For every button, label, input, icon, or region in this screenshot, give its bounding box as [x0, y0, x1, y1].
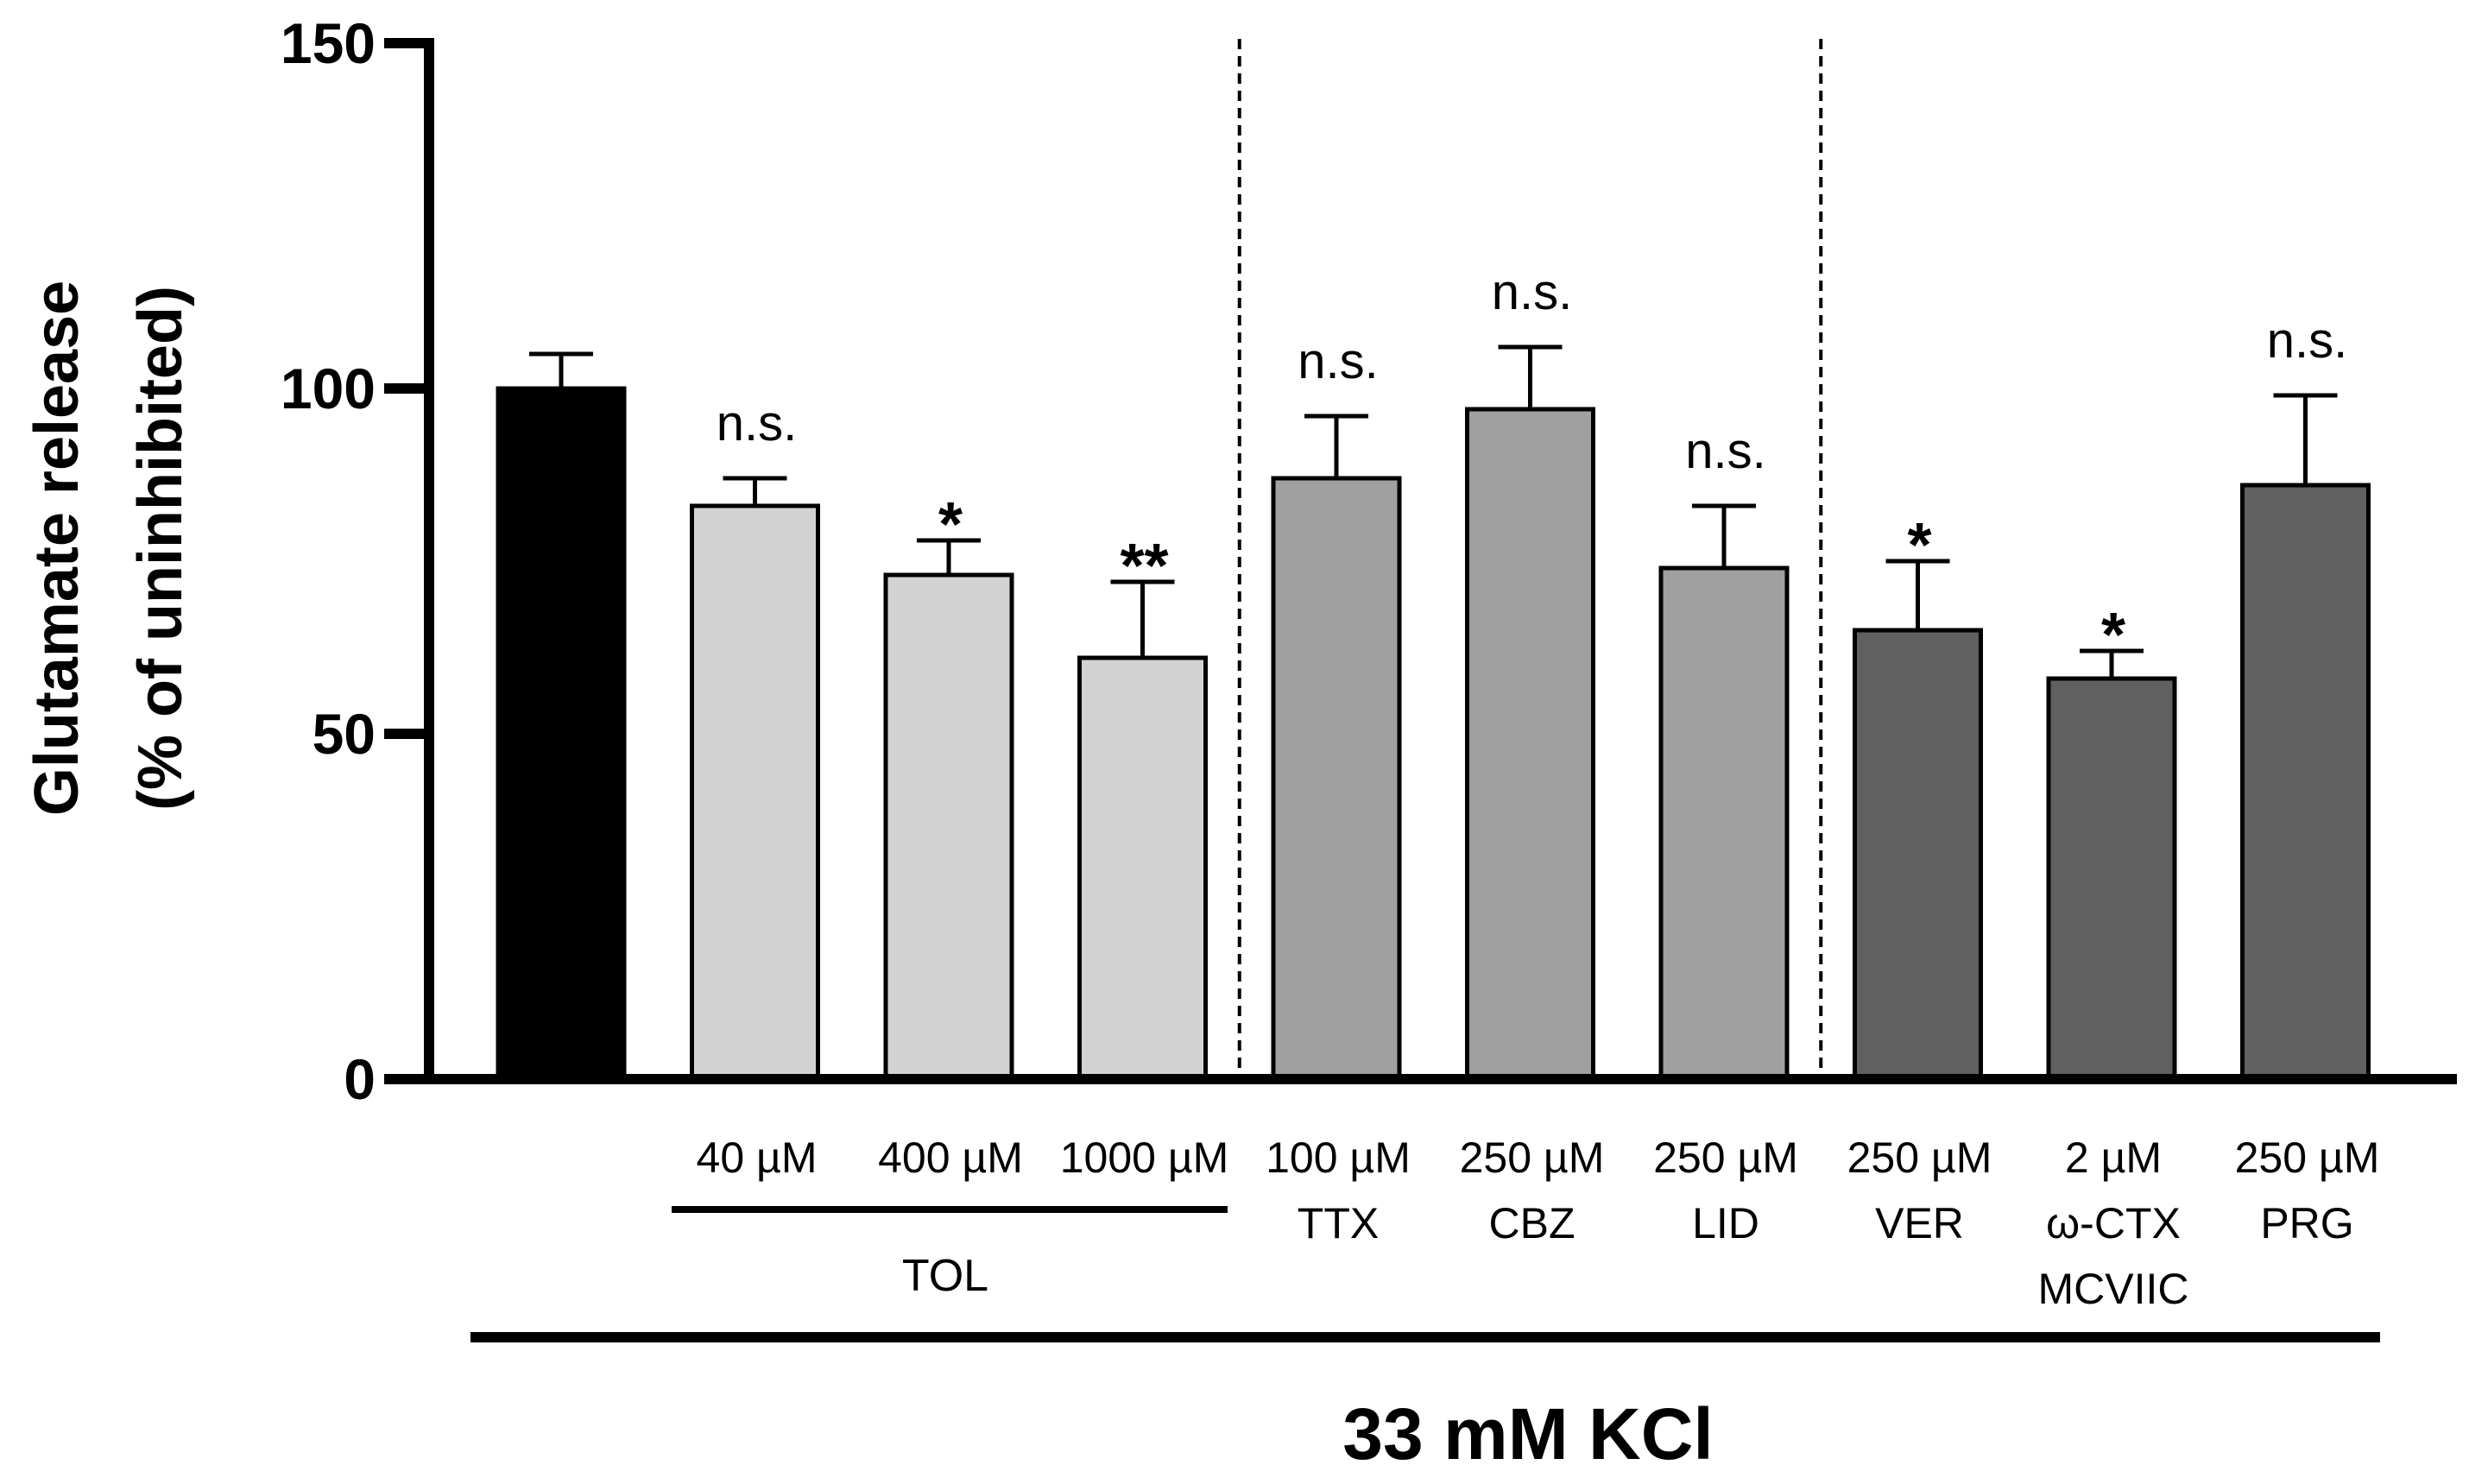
bar	[2240, 483, 2371, 1082]
y-ticks: 0 50 100 150	[281, 11, 429, 1111]
bars-group	[496, 344, 2371, 1082]
kcl-label: 33 mM KCl	[1342, 1393, 1713, 1475]
y-axis-label-line2: (% of uninhibited)	[126, 286, 195, 811]
plot-area	[1237, 39, 1823, 1079]
bar	[1077, 655, 1208, 1082]
bar	[1853, 628, 1983, 1082]
category-label: LID	[1692, 1199, 1759, 1247]
significance-label: **	[1120, 532, 1168, 601]
bar	[1271, 476, 1402, 1082]
tol-group-label: TOL	[902, 1251, 988, 1301]
category-label: 250 µM	[1847, 1134, 1992, 1182]
y-tick-label: 100	[281, 357, 376, 420]
significance-label: *	[2101, 601, 2125, 670]
category-label: 2 µM	[2065, 1134, 2162, 1182]
category-label: VER	[1875, 1199, 1964, 1247]
category-labels: 40 µM 400 µM 1000 µM 100 µM TTX 250 µM CBZ 250 …	[697, 1134, 2380, 1313]
y-tick-label: 0	[344, 1047, 376, 1111]
bar	[496, 386, 627, 1082]
category-label: ω-CTX	[2046, 1199, 2181, 1247]
category-label: PRG	[2260, 1199, 2353, 1247]
y-axis-label-line1: Glutamate release	[22, 281, 92, 816]
significance-label: n.s.	[1685, 423, 1766, 479]
significance-label: n.s.	[2267, 313, 2348, 369]
bar	[883, 572, 1014, 1082]
y-tick-label: 50	[313, 702, 376, 766]
significance-label: *	[1907, 511, 1931, 580]
category-label: 40 µM	[697, 1134, 818, 1182]
bar	[1465, 407, 1595, 1082]
category-label: 250 µM	[2235, 1134, 2380, 1182]
category-label: MCVIIC	[2038, 1265, 2189, 1313]
category-label: 1000 µM	[1060, 1134, 1229, 1182]
category-label: CBZ	[1489, 1199, 1575, 1247]
category-label: 100 µM	[1266, 1134, 1411, 1182]
category-label: 250 µM	[1460, 1134, 1605, 1182]
y-tick-label: 150	[281, 11, 376, 75]
category-label: TTX	[1298, 1199, 1379, 1247]
significance-label: n.s.	[717, 395, 798, 452]
category-label: 250 µM	[1653, 1134, 1798, 1182]
category-label: 400 µM	[878, 1134, 1023, 1182]
significance-label: n.s.	[1298, 333, 1379, 389]
bar	[690, 503, 820, 1082]
significance-markers: n.s.***n.s.n.s.n.s.**n.s.	[717, 264, 2348, 670]
significance-label: n.s.	[1492, 264, 1573, 320]
bar	[2046, 676, 2177, 1082]
significance-label: *	[938, 490, 963, 559]
bar	[1658, 565, 1790, 1082]
